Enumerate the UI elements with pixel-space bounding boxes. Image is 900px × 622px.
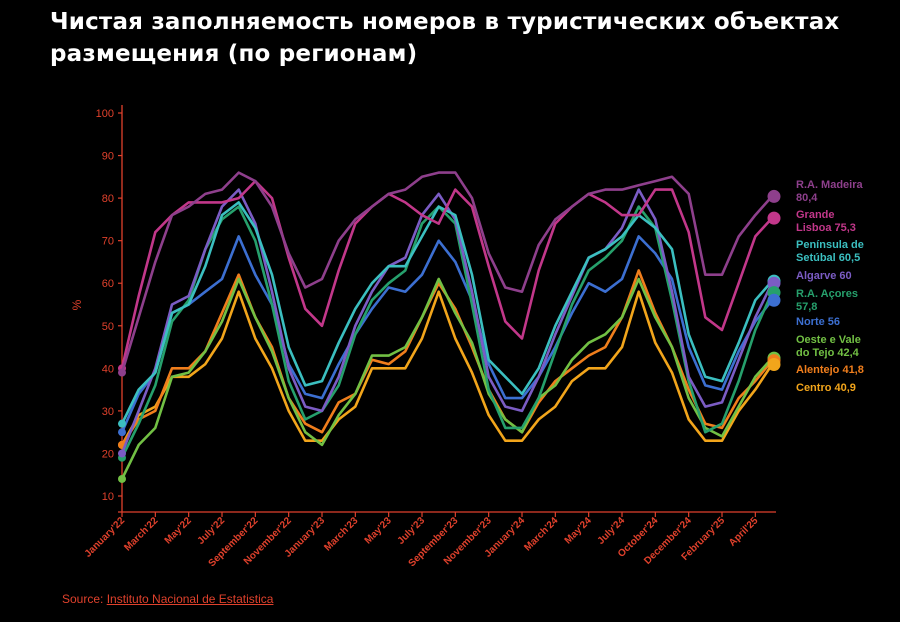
series-end-label-7: Alentejo 41,8 xyxy=(796,364,864,376)
series-end-label-4: 57,8 xyxy=(796,301,817,313)
series-line-8 xyxy=(120,290,774,447)
series-end-label-0: 80,4 xyxy=(796,192,818,204)
x-tick-label: March'23 xyxy=(322,515,360,553)
series-line-6 xyxy=(120,277,774,481)
series-end-label-6: Oeste e Vale xyxy=(796,334,861,346)
x-tick-label: July'22 xyxy=(196,515,228,547)
y-tick-label: 60 xyxy=(102,278,114,290)
y-tick-label: 50 xyxy=(102,321,114,333)
series-end-label-4: R.A. Açores xyxy=(796,288,858,300)
series-end-label-3: Algarve 60 xyxy=(796,270,852,282)
source-link[interactable]: Instituto Nacional de Estatistica xyxy=(106,592,274,606)
series-line-0 xyxy=(120,171,774,374)
series-end-label-2: Setúbal 60,5 xyxy=(796,252,860,264)
x-tick-label: March'22 xyxy=(122,515,160,553)
series-start-point-6 xyxy=(118,474,126,483)
x-tick-label: May'22 xyxy=(163,515,194,546)
x-tick-label: April'25 xyxy=(727,515,761,549)
x-tick-label: January'22 xyxy=(83,515,128,560)
source-note: Source: Instituto Nacional de Estatistic… xyxy=(62,592,273,606)
series-end-point-8 xyxy=(767,358,781,372)
series-end-label-6: do Tejo 42,4 xyxy=(796,347,860,359)
y-tick-label: 90 xyxy=(102,151,114,163)
series-end-point-0 xyxy=(767,189,781,203)
y-tick-label: 70 xyxy=(102,236,114,248)
x-tick-label: July'23 xyxy=(396,515,428,547)
y-tick-label: 40 xyxy=(102,363,114,375)
series-end-label-8: Centro 40,9 xyxy=(796,382,856,394)
series-end-label-2: Península de xyxy=(796,239,864,251)
series-end-label-1: Lisboa 75,3 xyxy=(796,222,856,234)
series-line-2 xyxy=(120,201,774,425)
y-tick-label: 100 xyxy=(96,108,114,120)
x-tick-label: March'24 xyxy=(522,515,560,553)
y-tick-label: 80 xyxy=(102,193,114,205)
series-line-4 xyxy=(120,205,774,459)
series-end-point-1 xyxy=(767,211,781,225)
y-tick-label: 20 xyxy=(102,448,114,460)
series-end-point-3 xyxy=(767,276,781,290)
series-end-label-5: Norte 56 xyxy=(796,316,840,328)
chart-title: Чистая заполняемость номеров в туристиче… xyxy=(50,9,840,67)
series-end-label-0: R.A. Madeira xyxy=(796,179,864,191)
y-tick-label: 30 xyxy=(102,406,114,418)
x-tick-label: May'24 xyxy=(563,515,594,546)
x-tick-label: May'23 xyxy=(363,515,394,546)
series-start-point-3 xyxy=(118,449,126,458)
series-end-point-5 xyxy=(767,293,781,307)
x-tick-label: July'24 xyxy=(596,515,628,547)
y-axis-label: % xyxy=(70,299,84,310)
series-start-point-0 xyxy=(118,368,126,377)
series-start-point-5 xyxy=(118,428,126,437)
series-end-label-1: Grande xyxy=(796,209,835,221)
y-tick-label: 10 xyxy=(102,491,114,503)
series-start-point-2 xyxy=(118,419,126,428)
source-label: Source: xyxy=(62,592,104,606)
series-line-1 xyxy=(120,179,774,370)
